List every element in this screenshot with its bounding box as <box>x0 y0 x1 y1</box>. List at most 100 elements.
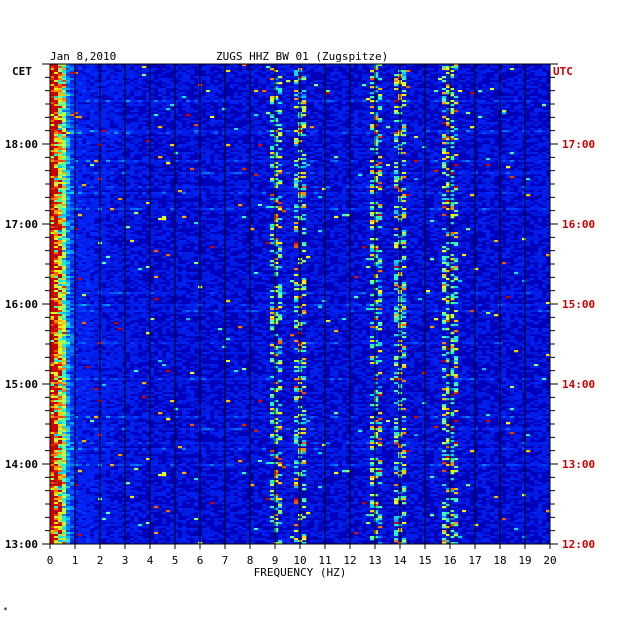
spectrogram-cell <box>370 190 375 193</box>
spectrogram-cell <box>294 164 299 167</box>
spectrogram-cell <box>342 112 347 115</box>
spectrogram-cell <box>506 170 511 173</box>
spectrogram-cell <box>370 130 375 133</box>
spectrogram-cell <box>482 100 487 103</box>
spectrogram-cell <box>142 114 147 117</box>
spectrogram-cell <box>278 164 283 167</box>
spectrogram-cell <box>222 100 227 103</box>
spectrogram-cell <box>170 196 175 199</box>
spectrogram-cell <box>246 92 251 95</box>
spectrogram-cell <box>494 130 499 133</box>
spectrogram-cell <box>478 122 483 125</box>
spectrogram-cell <box>314 140 319 143</box>
spectrogram-cell <box>78 72 83 75</box>
spectrogram-cell <box>302 64 307 67</box>
spectrogram-cell <box>106 202 111 205</box>
spectrogram-cell <box>354 162 359 165</box>
spectrogram-cell <box>242 64 247 67</box>
spectrogram-cell <box>338 156 343 159</box>
spectrogram-cell <box>58 98 63 101</box>
spectrogram-cell <box>258 80 263 83</box>
spectrogram-cell <box>74 134 79 137</box>
spectrogram-cell <box>194 168 199 171</box>
spectrogram-cell <box>294 82 299 85</box>
spectrogram-cell <box>454 68 459 71</box>
spectrogram-cell <box>290 158 295 161</box>
spectrogram-cell <box>90 164 95 167</box>
spectrogram-cell <box>58 184 63 187</box>
spectrogram-cell <box>86 128 91 131</box>
spectrogram-cell <box>394 158 399 161</box>
spectrogram-cell <box>430 188 435 191</box>
spectrogram-cell <box>138 144 143 147</box>
spectrogram-cell <box>186 192 191 195</box>
spectrogram-cell <box>518 130 523 133</box>
spectrogram-cell <box>146 84 151 87</box>
spectrogram-cell <box>534 148 539 151</box>
spectrogram-cell <box>218 162 223 165</box>
spectrogram-cell <box>142 166 147 169</box>
spectrogram-cell <box>246 160 251 163</box>
spectrogram-cell <box>146 132 151 135</box>
spectrogram-cell <box>206 142 211 145</box>
spectrogram-cell <box>270 80 275 83</box>
spectrogram-cell <box>502 136 507 139</box>
spectrogram-cell <box>58 102 63 105</box>
spectrogram-cell <box>386 166 391 169</box>
spectrogram-cell <box>166 194 171 197</box>
spectrogram-cell <box>82 100 87 103</box>
spectrogram-cell <box>522 164 527 167</box>
spectrogram-cell <box>226 110 231 113</box>
spectrogram-cell <box>234 196 239 199</box>
spectrogram-cell <box>142 104 147 107</box>
spectrogram-cell <box>458 140 463 143</box>
spectrogram-cell <box>114 176 119 179</box>
spectrogram-cell <box>178 82 183 85</box>
spectrogram-cell <box>318 196 323 199</box>
spectrogram-cell <box>70 178 75 181</box>
spectrogram-cell <box>494 132 499 135</box>
spectrogram-cell <box>510 130 515 133</box>
spectrogram-cell <box>246 94 251 97</box>
spectrogram-cell <box>318 70 323 73</box>
spectrogram-cell <box>378 118 383 121</box>
spectrogram-cell <box>394 136 399 139</box>
spectrogram-cell <box>362 84 367 87</box>
spectrogram-cell <box>118 200 123 203</box>
spectrogram-cell <box>50 186 55 189</box>
spectrogram-cell <box>402 110 407 113</box>
spectrogram-cell <box>254 70 259 73</box>
spectrogram-cell <box>174 152 179 155</box>
spectrogram-cell <box>78 108 83 111</box>
spectrogram-cell <box>422 154 427 157</box>
spectrogram-cell <box>422 172 427 175</box>
spectrogram-cell <box>290 104 295 107</box>
spectrogram-cell <box>346 150 351 153</box>
spectrogram-cell <box>58 186 63 189</box>
spectrogram-cell <box>262 172 267 175</box>
spectrogram-cell <box>446 100 451 103</box>
spectrogram-cell <box>310 142 315 145</box>
spectrogram-cell <box>218 156 223 159</box>
spectrogram-cell <box>282 194 287 197</box>
spectrogram-cell <box>130 174 135 177</box>
spectrogram-cell <box>266 172 271 175</box>
spectrogram-cell <box>330 74 335 77</box>
spectrogram-cell <box>118 146 123 149</box>
spectrogram-cell <box>202 148 207 151</box>
spectrogram-cell <box>114 96 119 99</box>
spectrogram-cell <box>54 172 59 175</box>
spectrogram-cell <box>210 118 215 121</box>
spectrogram-cell <box>446 92 451 95</box>
spectrogram-cell <box>102 118 107 121</box>
spectrogram-cell <box>122 128 127 131</box>
spectrogram-cell <box>86 198 91 201</box>
spectrogram-cell <box>186 78 191 81</box>
spectrogram-cell <box>70 116 75 119</box>
spectrogram-cell <box>250 122 255 125</box>
spectrogram-cell <box>122 146 127 149</box>
spectrogram-cell <box>434 180 439 183</box>
spectrogram-cell <box>314 168 319 171</box>
spectrogram-cell <box>82 82 87 85</box>
spectrogram-cell <box>394 108 399 111</box>
